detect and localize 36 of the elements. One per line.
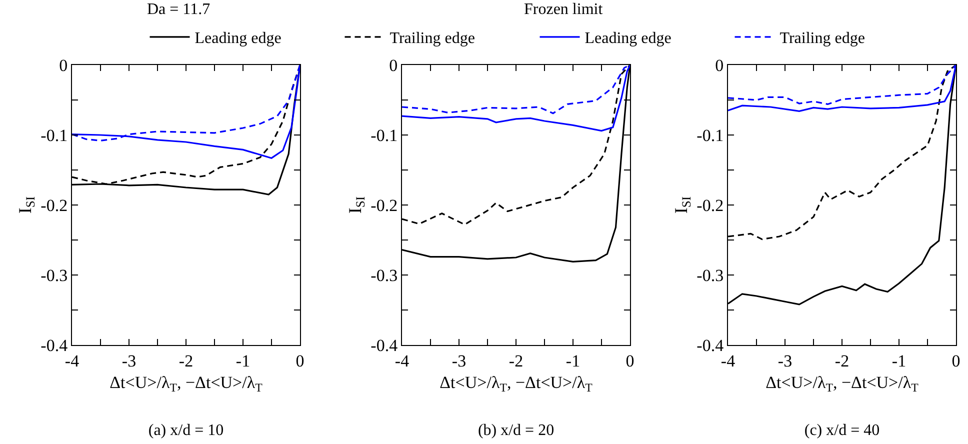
text: (b) x/d = 20	[478, 422, 554, 440]
x-tick-label: 0	[296, 351, 304, 370]
x-axis-title: Δt<U>/λ$_{T}$, −Δt<U>/λ$_{T}$	[440, 372, 594, 394]
text: Da = 11.7	[147, 1, 210, 18]
x-tick-label: -2	[178, 351, 194, 370]
legend-label: Leading edge	[194, 30, 282, 48]
y-tick-label: 0	[59, 56, 68, 75]
x-tick-label: -1	[236, 351, 250, 370]
x-tick-label: -1	[566, 351, 580, 370]
x-tick-label: -3	[452, 351, 466, 370]
x-tick-label: -2	[508, 351, 524, 370]
text: Frozen limit	[524, 1, 604, 18]
text: (c) x/d = 40	[804, 422, 880, 440]
x-axis-title: Δt<U>/λ$_{T}$, −Δt<U>/λ$_{T}$	[766, 372, 920, 394]
y-tick-label: 0	[389, 56, 398, 75]
y-tick-label: -0.1	[40, 126, 68, 145]
y-tick-label: -0.1	[370, 126, 398, 145]
y-tick-label: -0.3	[370, 266, 398, 285]
x-tick-label: -3	[778, 351, 792, 370]
x-tick-label: -2	[834, 351, 850, 370]
y-tick-label: -0.3	[696, 266, 724, 285]
y-tick-label: -0.2	[696, 196, 724, 215]
x-tick-label: 0	[626, 351, 634, 370]
y-tick-label: -0.3	[40, 266, 68, 285]
x-tick-label: 0	[952, 351, 960, 370]
legend-label: Trailing edge	[390, 30, 475, 48]
x-axis-title: Δt<U>/λ$_{T}$, −Δt<U>/λ$_{T}$	[110, 372, 264, 394]
y-tick-label: 0	[715, 56, 724, 75]
y-tick-label: -0.2	[40, 196, 68, 215]
legend-label: Leading edge	[584, 30, 672, 48]
x-tick-label: -3	[122, 351, 136, 370]
y-tick-label: -0.1	[696, 126, 724, 145]
text: (a) x/d = 10	[148, 422, 224, 440]
legend-label: Trailing edge	[780, 30, 865, 48]
x-tick-label: -1	[892, 351, 906, 370]
y-tick-label: -0.2	[370, 196, 398, 215]
